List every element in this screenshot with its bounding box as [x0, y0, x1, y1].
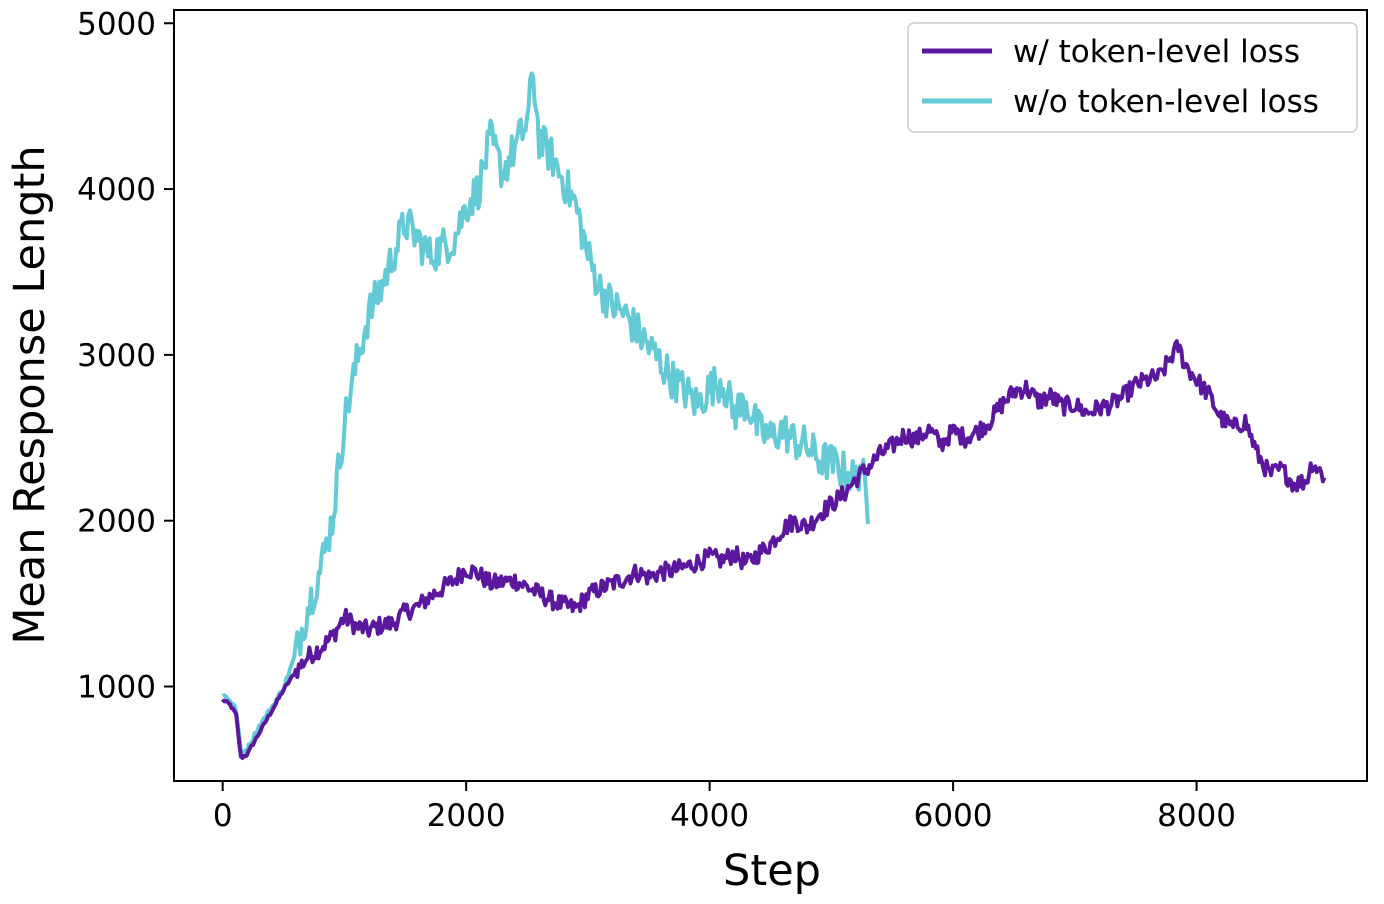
legend-label-without-token-loss: w/o token-level loss — [1013, 84, 1319, 120]
x-tick-label: 2000 — [427, 798, 506, 834]
x-tick-label: 8000 — [1157, 798, 1236, 834]
tick-layer: 0 2000 4000 6000 8000 1000 2000 3000 4000 5000 — [77, 6, 1236, 834]
y-tick-label: 2000 — [77, 504, 156, 540]
x-tick-label: 4000 — [670, 798, 749, 834]
x-tick-label: 0 — [213, 798, 233, 834]
y-tick-label: 1000 — [77, 669, 156, 705]
y-axis-title: Mean Response Length — [5, 145, 55, 644]
legend-label-with-token-loss: w/ token-level loss — [1013, 34, 1300, 70]
x-tick-label: 6000 — [914, 798, 993, 834]
y-tick-label: 5000 — [77, 6, 156, 42]
series-layer — [221, 71, 1327, 760]
legend-box — [907, 22, 1358, 133]
x-axis-title: Step — [723, 846, 821, 896]
y-tick-label: 3000 — [77, 338, 156, 374]
legend: w/ token-level loss w/o token-level loss — [907, 22, 1358, 133]
series-line-with-token-loss — [221, 339, 1327, 760]
series-line-without-token-loss — [221, 71, 870, 756]
y-tick-label: 4000 — [77, 172, 156, 208]
plot-frame — [173, 9, 1368, 782]
